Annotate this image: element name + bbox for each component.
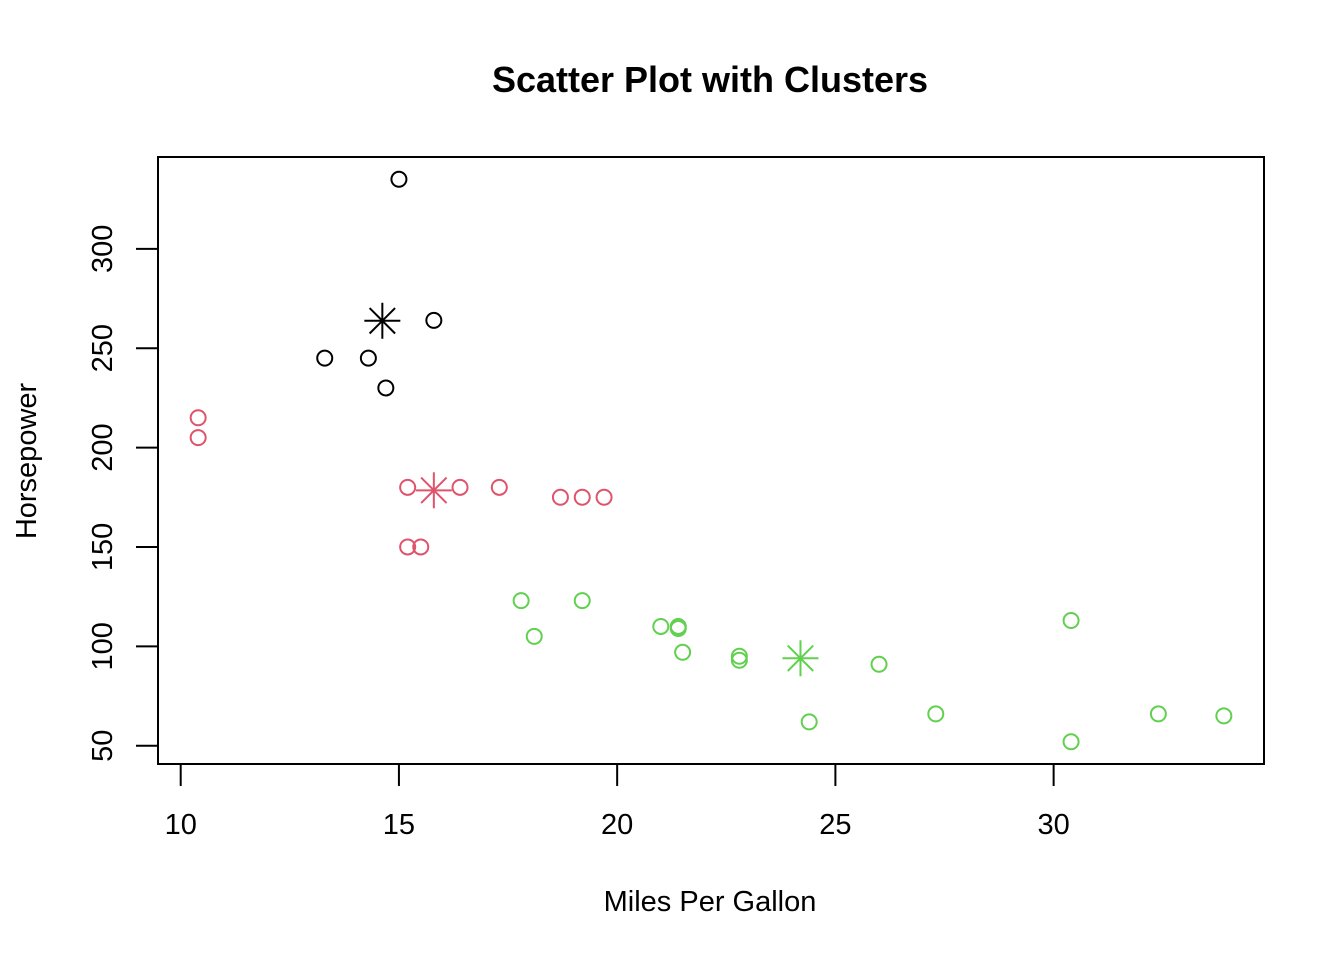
data-point-cluster-3 [870, 655, 888, 673]
y-tick-label: 300 [87, 225, 119, 273]
cluster-center-2 [415, 472, 452, 509]
data-point-cluster-2 [399, 478, 417, 496]
y-axis-label: Horsepower [11, 382, 43, 539]
data-point-cluster-2 [189, 409, 207, 427]
data-point-cluster-3 [525, 627, 543, 645]
data-point-cluster-3 [573, 592, 591, 610]
data-point-cluster-3 [652, 617, 670, 635]
data-point-cluster-2 [451, 478, 469, 496]
x-tick-label: 25 [819, 809, 851, 841]
data-point-cluster-3 [674, 643, 692, 661]
x-axis-label: Miles Per Gallon [604, 886, 817, 918]
data-point-cluster-1 [390, 170, 408, 188]
cluster-center-3 [782, 640, 819, 677]
data-point-cluster-3 [1149, 705, 1167, 723]
y-tick-label: 50 [87, 730, 119, 762]
data-point-cluster-1 [377, 379, 395, 397]
x-tick-label: 10 [165, 809, 197, 841]
cluster-center-1 [364, 302, 401, 339]
y-tick-label: 100 [87, 622, 119, 670]
data-point-cluster-1 [425, 311, 443, 329]
data-points [189, 170, 1233, 751]
data-point-cluster-3 [1062, 733, 1080, 751]
data-point-cluster-3 [512, 592, 530, 610]
data-point-cluster-3 [927, 705, 945, 723]
x-tick-label: 15 [383, 809, 415, 841]
cluster-centers [364, 302, 819, 677]
x-tick-label: 30 [1037, 809, 1069, 841]
data-point-cluster-2 [189, 429, 207, 447]
y-tick-label: 250 [87, 324, 119, 372]
x-axis: 10 15 20 25 30 [165, 763, 1070, 841]
data-point-cluster-3 [730, 651, 748, 669]
data-point-cluster-3 [1215, 707, 1233, 725]
data-point-cluster-3 [1062, 611, 1080, 629]
plot-frame [157, 156, 1265, 765]
data-point-cluster-1 [316, 349, 334, 367]
data-point-cluster-3 [669, 619, 687, 637]
x-tick-label: 20 [601, 809, 633, 841]
data-point-cluster-2 [573, 488, 591, 506]
y-tick-label: 200 [87, 423, 119, 471]
chart-title: Scatter Plot with Clusters [492, 59, 928, 100]
data-point-cluster-1 [359, 349, 377, 367]
data-point-cluster-2 [490, 478, 508, 496]
data-point-cluster-2 [595, 488, 613, 506]
data-point-cluster-2 [412, 538, 430, 556]
data-point-cluster-2 [399, 538, 417, 556]
data-point-cluster-3 [800, 713, 818, 731]
y-tick-label: 150 [87, 523, 119, 571]
data-point-cluster-2 [551, 488, 569, 506]
y-axis: 50 100 150 200 250 300 [87, 225, 159, 762]
